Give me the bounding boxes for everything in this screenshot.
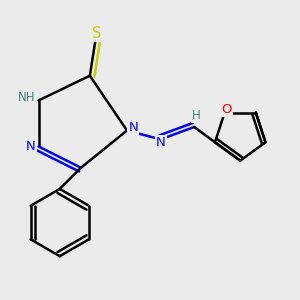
Text: N: N [156,136,166,149]
Text: O: O [221,103,232,116]
Text: N: N [26,140,36,153]
Text: NH: NH [17,91,35,104]
Text: S: S [92,26,102,41]
Text: H: H [192,109,200,122]
Text: N: N [128,121,138,134]
